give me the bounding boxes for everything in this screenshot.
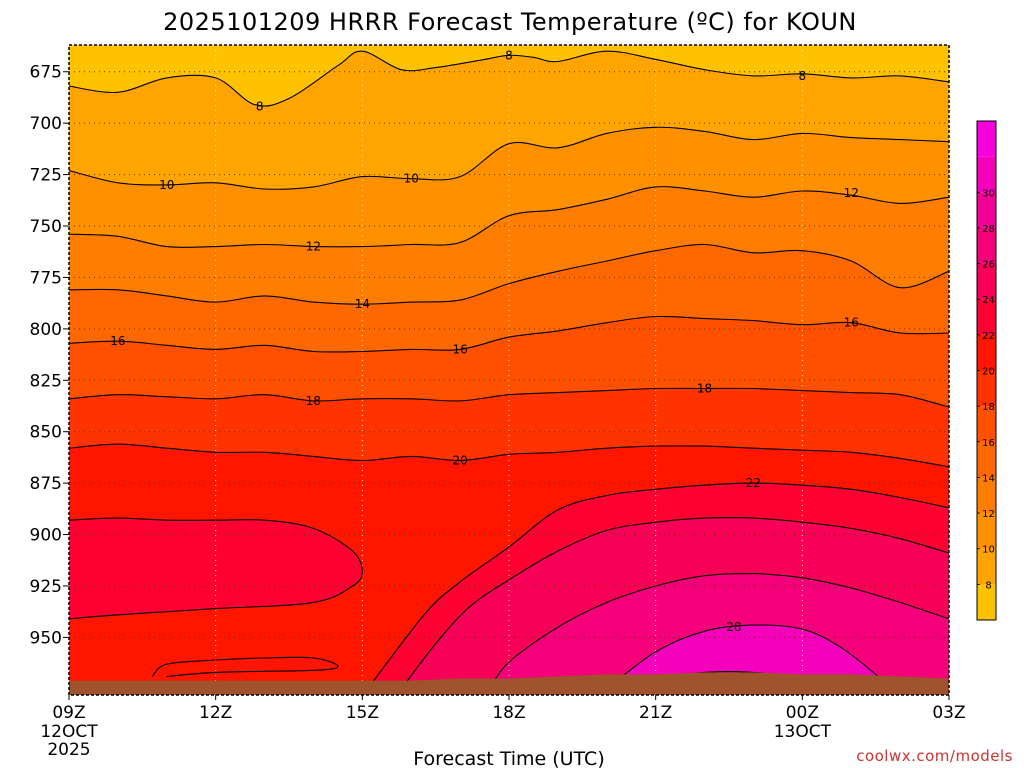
x-tick-label: 03Z — [932, 703, 965, 723]
isotherm-22-lens — [69, 517, 363, 620]
credit-text: coolwx.com/models — [856, 747, 1013, 765]
y-tick-label: 700 — [30, 114, 62, 134]
isotherm-label-20: 20 — [452, 454, 467, 468]
isotherm-label-10: 10 — [404, 172, 419, 186]
colorbar-label: 16 — [982, 438, 995, 449]
colorbar-swatch — [977, 156, 996, 193]
y-tick-label: 800 — [30, 320, 62, 340]
colorbar-swatch — [977, 406, 996, 442]
isotherm-label-8: 8 — [799, 69, 807, 83]
colorbar-swatch — [977, 477, 996, 514]
ground — [69, 672, 949, 695]
colorbar-label: 10 — [982, 545, 995, 556]
isotherm-20-lens — [151, 656, 339, 678]
isotherm-20 — [69, 443, 949, 468]
colorbar-swatch — [977, 227, 996, 264]
colorbar-swatch — [977, 192, 996, 228]
isotherm-22 — [371, 482, 949, 684]
x-tick-label: 00Z — [786, 703, 819, 723]
isotherms — [69, 50, 949, 690]
x-tick-label: 21Z — [639, 703, 672, 723]
y-axis: 675 700 725 750 775 800 825 850 875 900 925 950 — [30, 63, 69, 648]
colorbar-label: 8 — [985, 580, 991, 591]
colorbar-label: 24 — [982, 295, 995, 306]
isotherm-14 — [69, 243, 949, 305]
colorbar-swatch — [977, 370, 996, 407]
ground-fill — [69, 672, 949, 695]
colorbar-label: 20 — [982, 367, 995, 378]
chart-title: 2025101209 HRRR Forecast Temperature (ºC… — [163, 8, 857, 36]
isotherm-label-12: 12 — [306, 240, 321, 254]
y-tick-label: 950 — [30, 628, 62, 648]
colorbar-label: 12 — [982, 509, 995, 520]
plot-area — [69, 45, 949, 695]
isotherm-18 — [69, 387, 949, 408]
colorbar-swatch — [977, 441, 996, 478]
y-tick-label: 900 — [30, 526, 62, 546]
y-tick-label: 675 — [30, 63, 62, 83]
isotherm-label-18: 18 — [306, 394, 321, 408]
isotherm-10 — [69, 126, 949, 190]
x-tick-label: 18Z — [492, 703, 525, 723]
isotherm-label-10: 10 — [159, 178, 174, 192]
isotherm-28 — [606, 624, 881, 690]
x-tick-date: 13OCT — [774, 722, 832, 742]
colorbar-label: 28 — [982, 224, 995, 235]
colorbar-swatch — [977, 121, 996, 157]
y-tick-label: 850 — [30, 423, 62, 443]
isotherm-label-16: 16 — [844, 316, 859, 330]
isotherm-label-12: 12 — [844, 186, 859, 200]
isotherm-label-16: 16 — [110, 334, 125, 348]
isotherm-label-14: 14 — [355, 297, 370, 311]
x-tick-label: 15Z — [346, 703, 379, 723]
colorbar-swatch — [977, 263, 996, 300]
isotherm-label-22: 22 — [746, 476, 761, 490]
isotherm-labels: 8 8 8 10 10 12 12 14 16 16 16 18 18 20 22 28 — [110, 48, 859, 634]
isotherm-26 — [488, 572, 949, 690]
x-tick-year: 2025 — [47, 740, 90, 760]
colorbar-label: 14 — [982, 473, 995, 484]
y-tick-label: 825 — [30, 371, 62, 391]
y-tick-label: 725 — [30, 166, 62, 186]
x-axis-title: Forecast Time (UTC) — [413, 748, 604, 768]
y-tick-label: 750 — [30, 217, 62, 237]
colorbar-label: 18 — [982, 402, 995, 413]
x-tick-label: 12Z — [199, 703, 232, 723]
colorbar-label: 30 — [982, 188, 995, 199]
x-tick-date: 12OCT — [40, 722, 98, 742]
isotherm-label-28: 28 — [726, 620, 741, 634]
isotherm-24 — [400, 517, 949, 690]
y-tick-label: 775 — [30, 268, 62, 288]
grid-lines — [69, 45, 949, 695]
temperature-bands — [69, 45, 949, 695]
isotherm-8 — [69, 50, 949, 107]
isotherm-label-18: 18 — [697, 382, 712, 396]
colorbar-label: 26 — [982, 260, 995, 271]
isotherm-label-16: 16 — [452, 342, 467, 356]
y-tick-label: 875 — [30, 474, 62, 494]
isotherm-12 — [69, 186, 949, 248]
isotherm-label-8: 8 — [505, 48, 513, 62]
colorbar-swatch — [977, 299, 996, 335]
warm-lens-fill — [69, 518, 363, 619]
colorbar-label: 22 — [982, 331, 995, 342]
colorbar-swatch — [977, 513, 996, 549]
colorbar-swatch — [977, 584, 996, 620]
isotherm-label-8: 8 — [256, 100, 264, 114]
colorbar-swatch — [977, 334, 996, 371]
colorbar: 8 10 12 14 16 18 20 22 24 26 28 30 — [976, 120, 997, 621]
x-tick-label: 09Z — [52, 703, 85, 723]
colorbar-swatch — [977, 548, 996, 585]
isotherm-16 — [69, 315, 949, 353]
y-tick-label: 925 — [30, 577, 62, 597]
